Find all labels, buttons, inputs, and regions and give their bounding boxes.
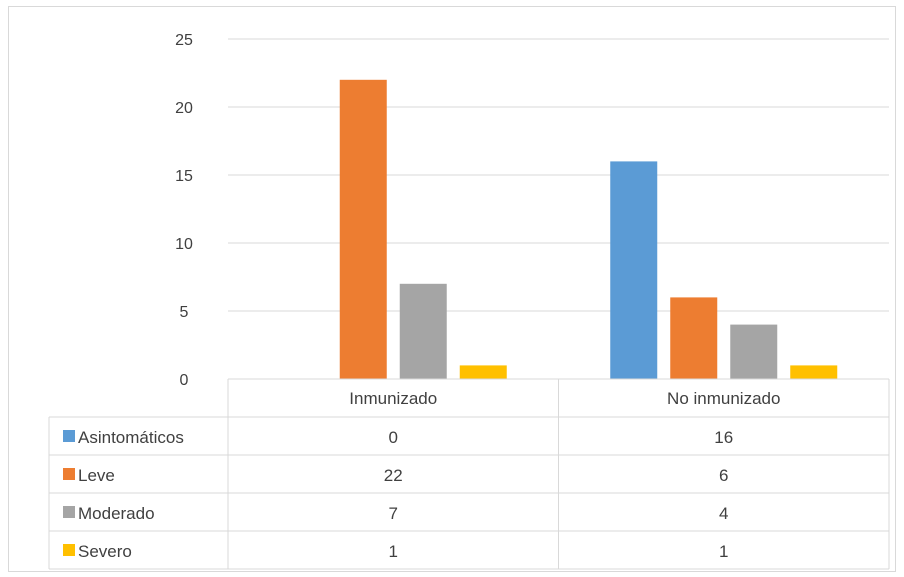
series-name: Moderado: [78, 504, 155, 523]
bar: [459, 365, 507, 379]
category-header: No inmunizado: [667, 389, 780, 408]
y-tick-label: 5: [180, 304, 189, 321]
legend-key: [63, 468, 75, 480]
bar: [790, 365, 838, 379]
data-label: 4: [719, 504, 728, 523]
bar: [670, 297, 718, 379]
series-name: Severo: [78, 542, 132, 561]
bar: [339, 79, 387, 380]
chart-frame: 0 5 10 15 20 25 Inmunizado No inmunizado Asintom…: [8, 6, 896, 572]
series-name: Leve: [78, 466, 115, 485]
data-label: 0: [389, 428, 398, 447]
category-header: Inmunizado: [349, 389, 437, 408]
data-label: 1: [719, 542, 728, 561]
data-label: 1: [389, 542, 398, 561]
bar: [399, 283, 447, 379]
bar: [730, 324, 778, 379]
data-label: 7: [389, 504, 398, 523]
y-tick-label: 10: [175, 236, 193, 253]
legend-key: [63, 506, 75, 518]
legend-key: [63, 430, 75, 442]
data-label: 6: [719, 466, 728, 485]
series-name: Asintomáticos: [78, 428, 184, 447]
y-tick-label: 0: [180, 372, 189, 389]
legend-key: [63, 544, 75, 556]
bar: [610, 161, 658, 379]
y-tick-label: 20: [175, 100, 193, 117]
y-tick-label: 15: [175, 168, 193, 185]
data-label: 22: [384, 466, 403, 485]
data-label: 16: [714, 428, 733, 447]
y-tick-label: 25: [175, 32, 193, 49]
